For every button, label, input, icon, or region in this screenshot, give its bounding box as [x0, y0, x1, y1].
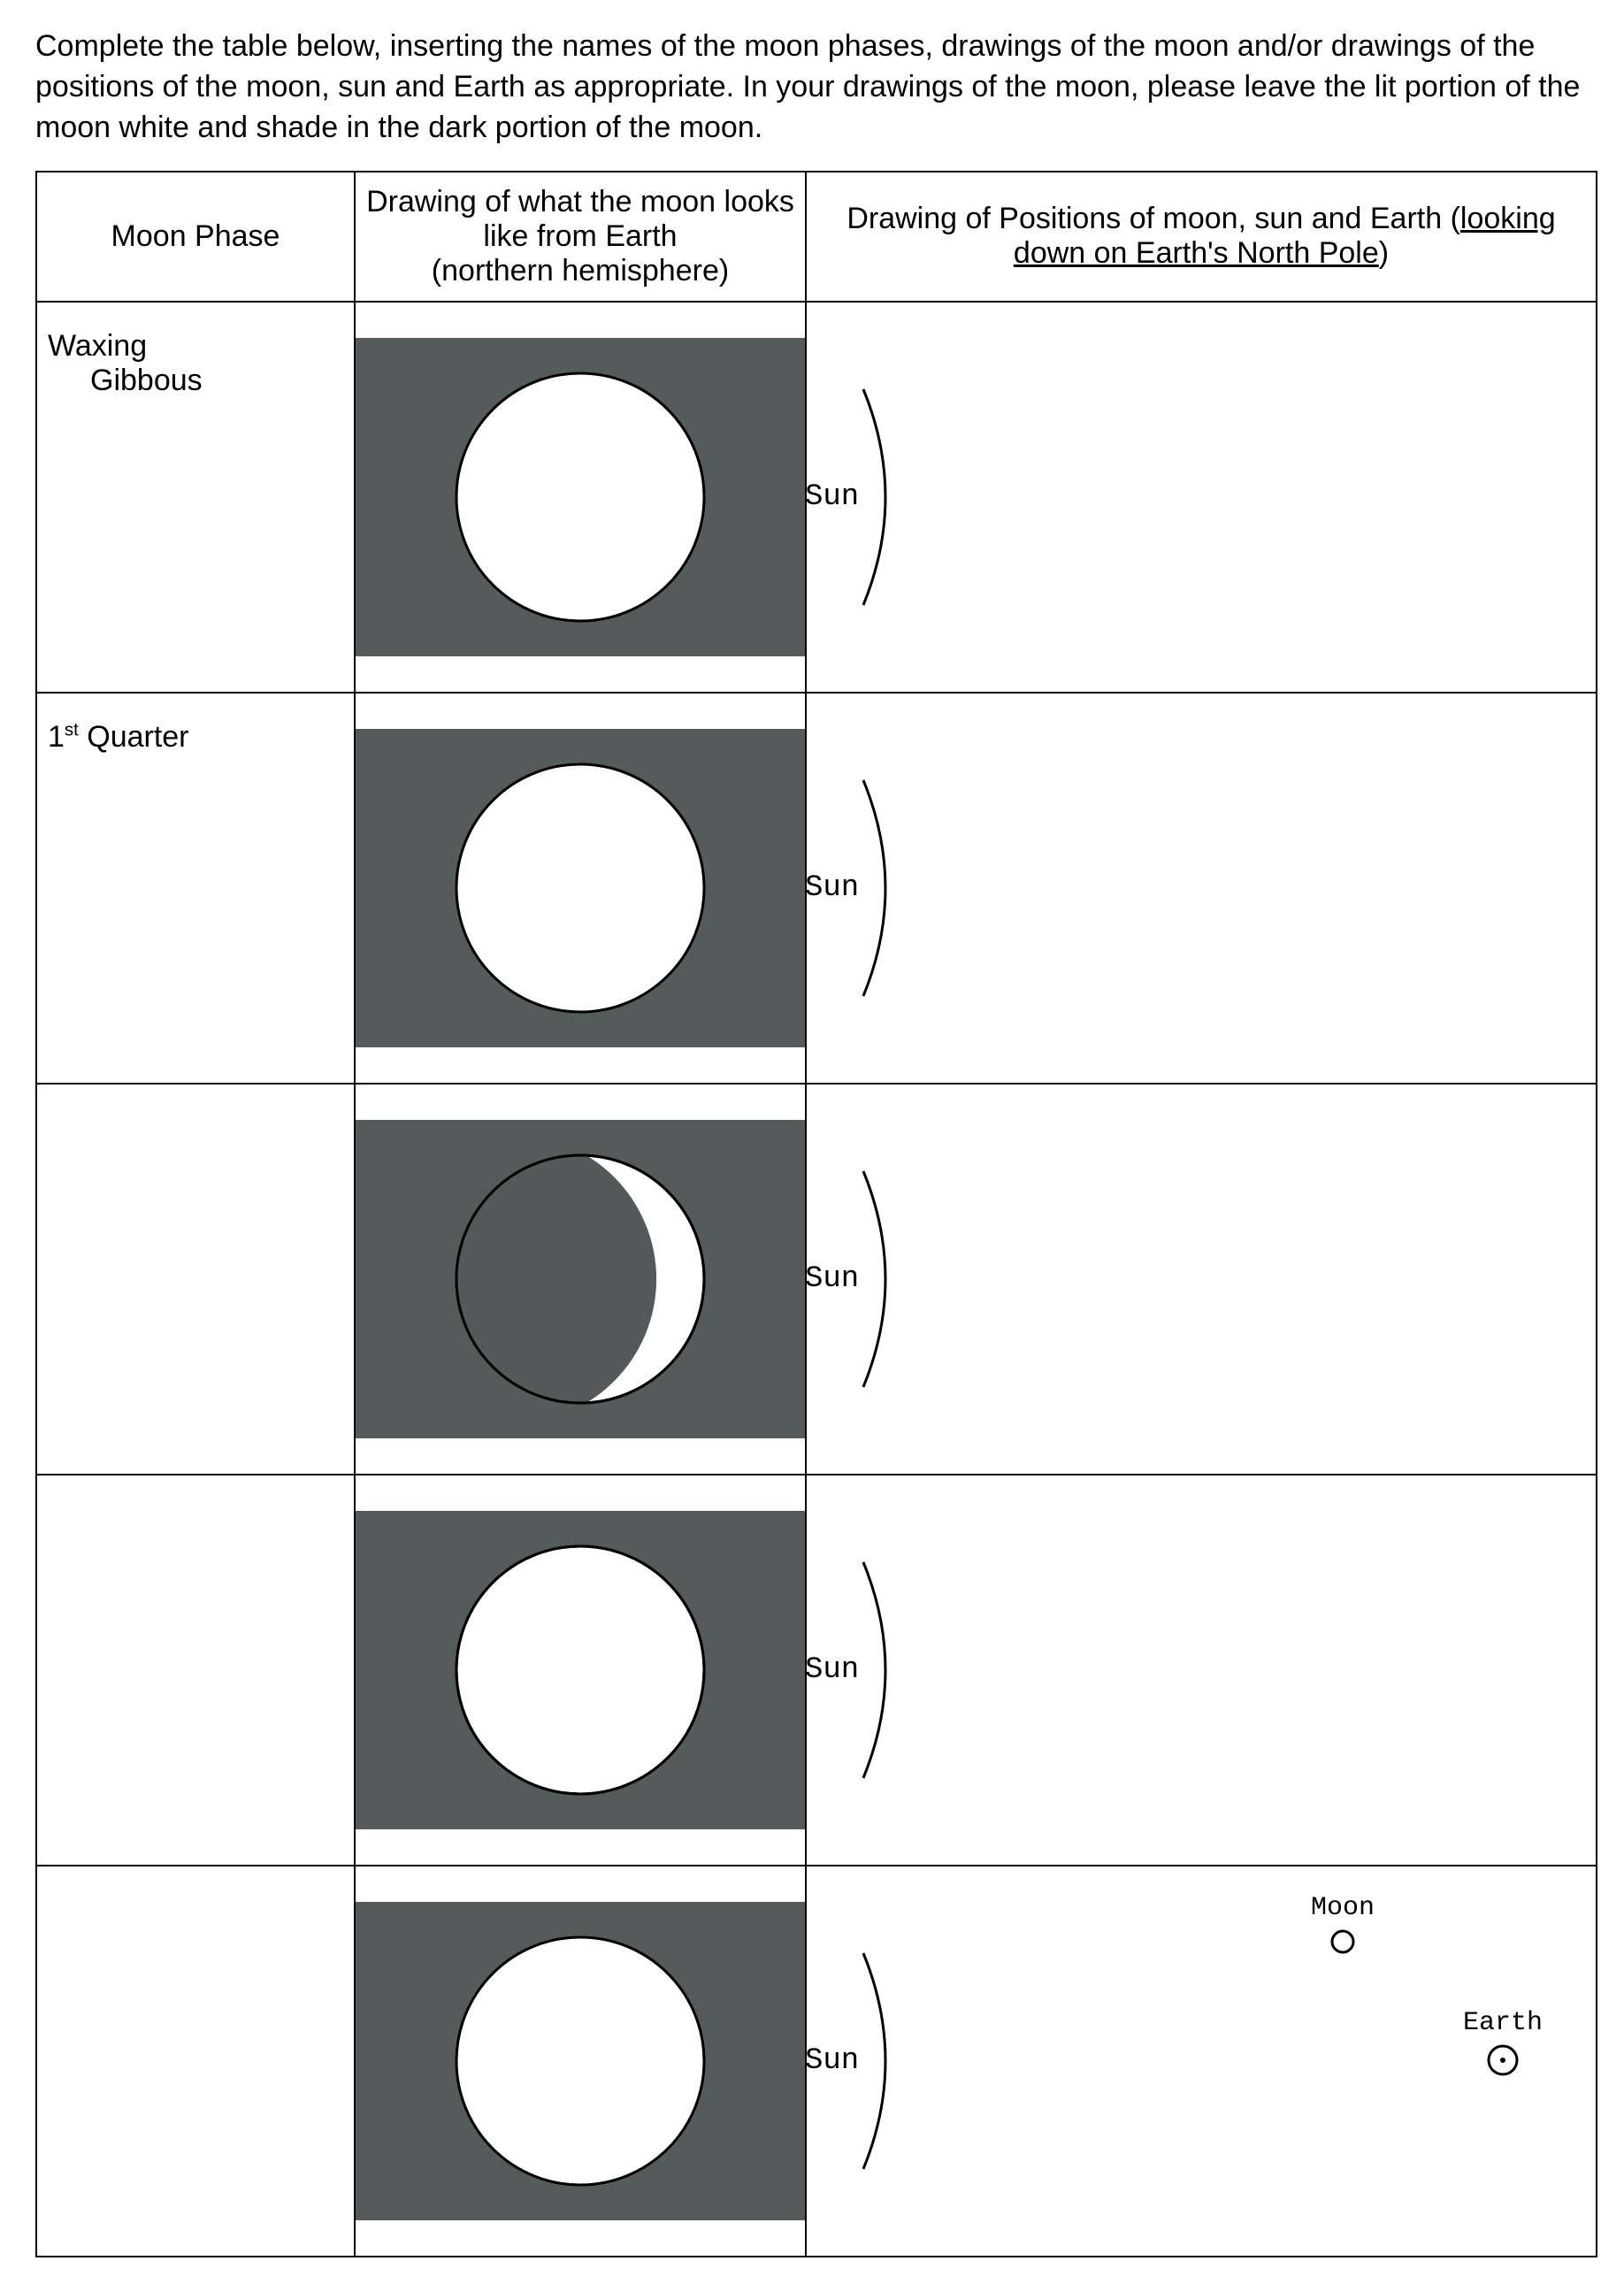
table-row: Sun	[36, 1084, 1597, 1475]
phase-name-cell	[36, 1475, 355, 1866]
sun-label: Sun	[805, 480, 859, 514]
instructions-text: Complete the table below, inserting the …	[35, 27, 1597, 149]
sun-arc-icon	[859, 1946, 912, 2176]
earth-label: Earth	[1463, 2008, 1543, 2038]
sun-label: Sun	[805, 871, 859, 905]
sun-arc-icon	[859, 1555, 912, 1785]
sun-marker: Sun	[807, 773, 912, 1003]
sun-arc-icon	[859, 773, 912, 1003]
moon-drawing-icon	[439, 1920, 722, 2203]
header-drawing-l2: (northern hemisphere)	[432, 254, 729, 287]
table-row: WaxingGibbous Sun	[36, 302, 1597, 693]
phase-name-cell: 1st Quarter	[36, 693, 355, 1084]
header-positions: Drawing of Positions of moon, sun and Ea…	[806, 172, 1597, 302]
moon-drawing-icon	[439, 747, 722, 1030]
sun-marker: Sun	[807, 1946, 912, 2176]
sun-marker: Sun	[807, 1555, 912, 1785]
moon-drawing-box	[356, 1902, 805, 2220]
table-row: Sun	[36, 1475, 1597, 1866]
sun-arc-icon	[859, 382, 912, 612]
header-drawing: Drawing of what the moon looks like from…	[355, 172, 806, 302]
moon-drawing-cell	[355, 1866, 806, 2257]
table-row: 1st Quarter Sun	[36, 693, 1597, 1084]
header-positions-l3: )	[1379, 236, 1389, 270]
moon-drawing-icon	[439, 1529, 722, 1812]
moon-drawing-cell	[355, 1475, 806, 1866]
moon-label: Moon	[1311, 1893, 1375, 1923]
moon-drawing-cell	[355, 302, 806, 693]
positions-cell: Sun Moon Earth	[806, 1866, 1597, 2257]
moon-drawing-box	[356, 729, 805, 1047]
positions-cell: Sun	[806, 302, 1597, 693]
moon-drawing-box	[356, 1120, 805, 1438]
header-phase: Moon Phase	[36, 172, 355, 302]
moon-phase-table: Moon Phase Drawing of what the moon look…	[35, 171, 1597, 2257]
positions-cell: Sun	[806, 693, 1597, 1084]
positions-cell: Sun	[806, 1084, 1597, 1475]
phase-name-cell: WaxingGibbous	[36, 302, 355, 693]
header-positions-l1: Drawing of Positions of moon, sun and Ea…	[846, 202, 1460, 235]
table-row: Sun Moon Earth	[36, 1866, 1597, 2257]
sun-label: Sun	[805, 2044, 859, 2078]
sun-label: Sun	[805, 1653, 859, 1687]
sun-arc-icon	[859, 1164, 912, 1394]
phase-name-cell	[36, 1084, 355, 1475]
earth-marker: Earth	[1463, 2008, 1543, 2077]
sun-label: Sun	[805, 1262, 859, 1296]
header-drawing-l1: Drawing of what the moon looks like from…	[366, 185, 794, 253]
moon-drawing-cell	[355, 1084, 806, 1475]
moon-drawing-cell	[355, 693, 806, 1084]
phase-name-cell	[36, 1866, 355, 2257]
moon-drawing-icon	[439, 356, 722, 639]
moon-marker: Moon	[1311, 1893, 1375, 1955]
moon-drawing-icon	[439, 1138, 722, 1421]
moon-drawing-box	[356, 1511, 805, 1829]
sun-marker: Sun	[807, 382, 912, 612]
moon-drawing-box	[356, 338, 805, 656]
sun-marker: Sun	[807, 1164, 912, 1394]
positions-cell: Sun	[806, 1475, 1597, 1866]
